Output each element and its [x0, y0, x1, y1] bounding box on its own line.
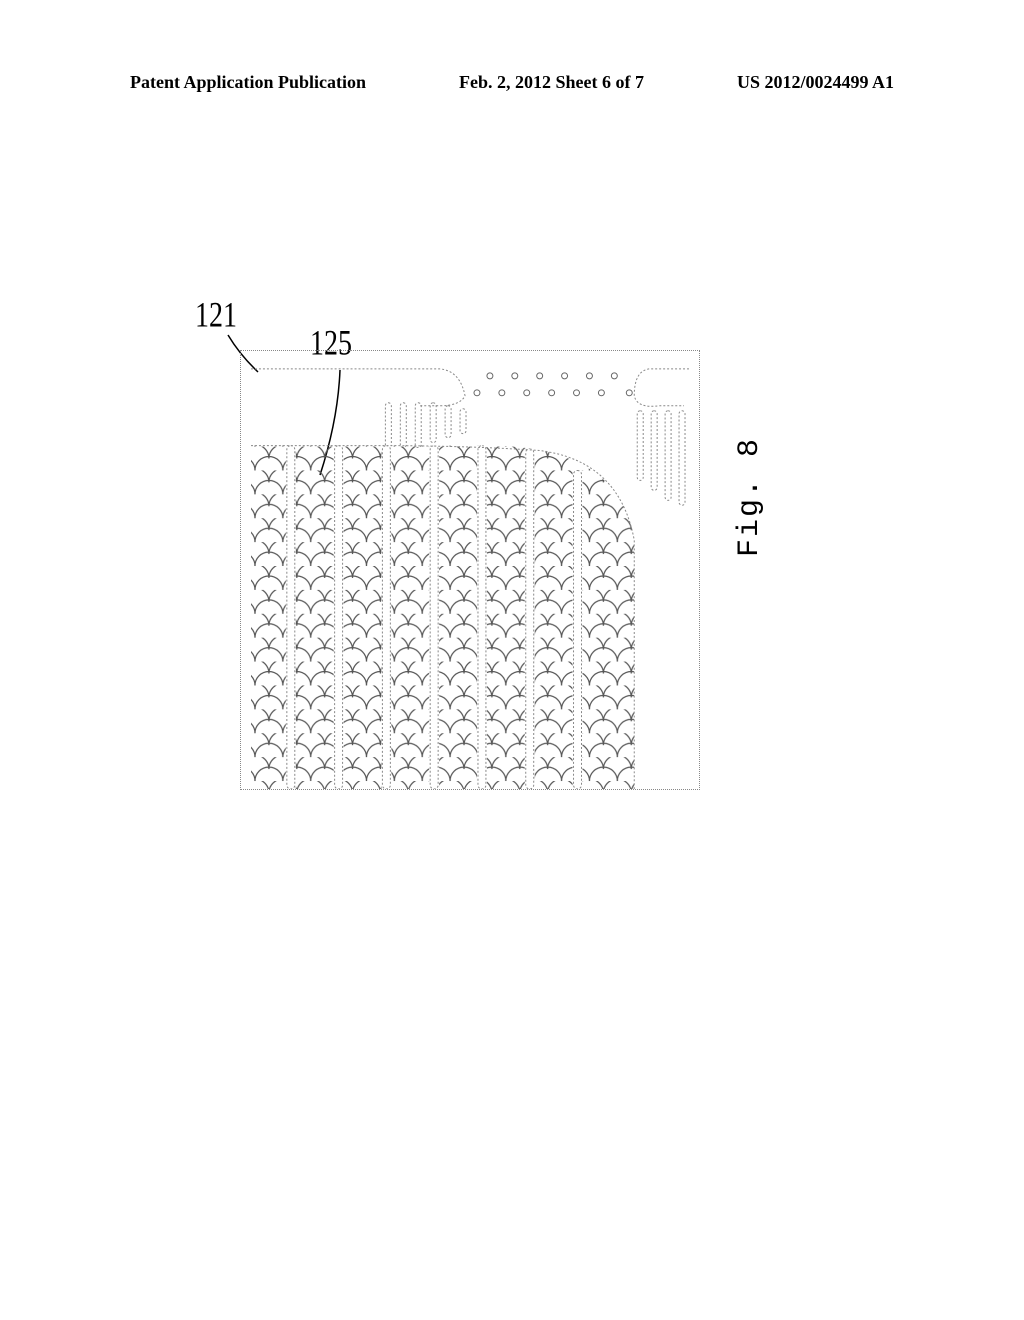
header-date-sheet: Feb. 2, 2012 Sheet 6 of 7: [459, 72, 644, 93]
figure-8-container: [240, 350, 700, 790]
header-patent-number: US 2012/0024499 A1: [737, 72, 894, 93]
header-publication: Patent Application Publication: [130, 72, 366, 93]
scale-pattern-region: [241, 441, 699, 790]
figure-caption: Fig. 8: [733, 437, 767, 557]
reference-label-121: 121: [195, 295, 237, 337]
left-upper-slots: [385, 403, 466, 448]
figure-8-svg: [240, 350, 700, 790]
right-slots: [637, 411, 685, 506]
top-holes: [474, 373, 632, 396]
